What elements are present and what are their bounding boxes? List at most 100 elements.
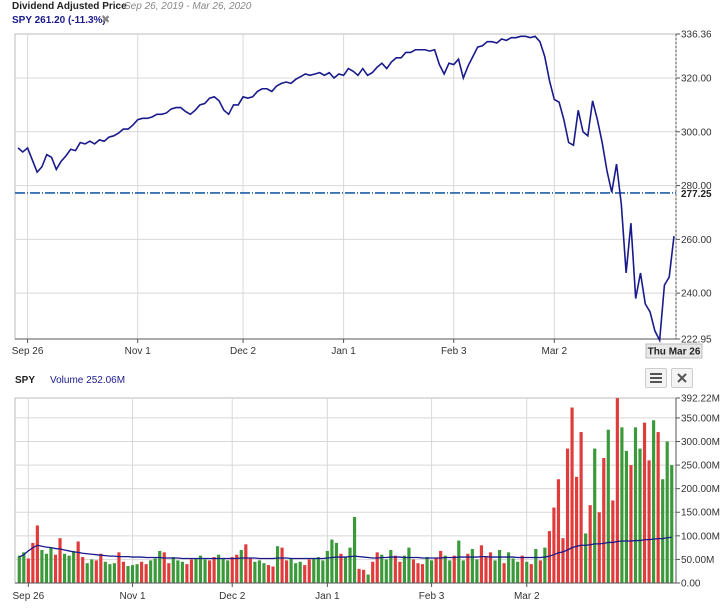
volume-bar xyxy=(144,564,148,583)
volume-bar xyxy=(121,561,126,583)
volume-bar xyxy=(430,560,434,583)
volume-bar xyxy=(316,557,320,583)
volume-bar xyxy=(49,547,53,583)
volume-bar xyxy=(303,565,307,583)
remove-series-icon[interactable]: ✖ xyxy=(101,14,111,26)
volume-bar xyxy=(171,557,175,583)
volume-y-tick-label: 50.00M xyxy=(681,555,714,566)
volume-bar xyxy=(330,539,334,583)
volume-y-tick-label: 300.00M xyxy=(681,437,720,448)
price-chart[interactable]: Sep 26 Nov 1 Dec 2 Jan 1 Feb 3 Mar 2 Thu Mar 2… xyxy=(0,28,720,368)
volume-bar xyxy=(135,564,139,583)
volume-bar xyxy=(525,561,529,583)
volume-bar xyxy=(235,554,239,583)
volume-bar xyxy=(153,558,157,583)
price-plot xyxy=(17,35,675,344)
volume-bar xyxy=(461,560,465,583)
volume-bar xyxy=(665,441,669,583)
volume-bar xyxy=(411,559,416,583)
volume-bar xyxy=(466,553,470,583)
volume-bar xyxy=(457,540,461,583)
volume-y-tick-label: 0.00 xyxy=(681,579,701,590)
volume-bar xyxy=(176,560,180,583)
volume-bar xyxy=(448,560,452,583)
chart-header: Dividend Adjusted Price Sep 26, 2019 - M… xyxy=(12,0,712,28)
volume-bar xyxy=(552,507,556,583)
volume-x-tick-label: Nov 1 xyxy=(119,591,146,602)
volume-bar xyxy=(94,560,98,583)
volume-bar xyxy=(475,559,479,583)
volume-bar xyxy=(502,563,506,583)
volume-bar xyxy=(62,553,67,583)
volume-bar xyxy=(72,550,76,583)
volume-bar xyxy=(81,557,85,583)
volume-bar xyxy=(167,563,171,583)
volume-x-tick-label: Sep 26 xyxy=(12,591,44,602)
volume-bar xyxy=(185,564,189,583)
volume-bar xyxy=(180,561,184,583)
volume-bar xyxy=(606,429,610,583)
volume-bar xyxy=(17,555,21,583)
volume-bar xyxy=(31,542,35,583)
volume-bar xyxy=(162,552,166,583)
volume-grid xyxy=(14,397,677,584)
date-range: Sep 26, 2019 - Mar 26, 2020 xyxy=(124,1,252,12)
volume-bar xyxy=(271,566,275,583)
menu-icon[interactable] xyxy=(645,368,667,388)
volume-bar xyxy=(217,554,221,583)
close-icon[interactable] xyxy=(671,368,693,388)
volume-bar xyxy=(339,553,343,583)
volume-average xyxy=(18,536,672,560)
volume-bar xyxy=(511,558,515,583)
volume-bar xyxy=(362,569,366,583)
volume-bar xyxy=(611,500,615,583)
volume-y-tick-label: 100.00M xyxy=(681,531,720,542)
volume-bar xyxy=(389,549,393,583)
volume-bar xyxy=(615,398,619,583)
volume-bar xyxy=(22,552,26,583)
volume-bar xyxy=(593,448,597,583)
price-x-axis: Sep 26 Nov 1 Dec 2 Jan 1 Feb 3 Mar 2 Thu Mar 2… xyxy=(12,338,703,359)
volume-bar xyxy=(402,555,406,583)
volume-bar xyxy=(575,476,579,583)
price-y-tick-label: 222.95 xyxy=(681,335,712,346)
volume-bar xyxy=(538,560,542,583)
volume-bar xyxy=(597,512,601,583)
volume-bar xyxy=(108,564,112,583)
volume-bar xyxy=(85,563,89,583)
price-y-tick-label: 240.00 xyxy=(681,289,712,300)
volume-y-tick-label: 392.22M xyxy=(681,394,720,405)
volume-bar xyxy=(194,558,198,583)
volume-bar xyxy=(484,557,488,583)
volume-bar xyxy=(307,559,311,583)
volume-bar xyxy=(298,561,302,583)
volume-bar xyxy=(99,553,103,583)
volume-bar xyxy=(248,558,252,583)
volume-bar xyxy=(543,547,547,583)
volume-bar xyxy=(470,549,474,583)
volume-bar xyxy=(140,561,144,583)
volume-bar xyxy=(398,561,402,583)
volume-bar xyxy=(584,533,588,583)
volume-bars xyxy=(17,398,674,583)
volume-bar xyxy=(493,560,497,583)
volume-bar xyxy=(602,458,606,583)
volume-chart[interactable]: Sep 26 Nov 1 Dec 2 Jan 1 Feb 3 Mar 2 392.22M3… xyxy=(0,392,720,609)
volume-bar xyxy=(207,560,212,583)
cursor-date-label: Thu Mar 26 xyxy=(648,347,701,358)
volume-bar xyxy=(352,516,357,583)
volume-y-tick-label: 350.00M xyxy=(681,413,720,424)
price-line xyxy=(17,35,675,344)
volume-bar xyxy=(189,559,194,583)
volume-bar xyxy=(230,557,234,583)
volume-bar xyxy=(76,541,80,583)
volume-bar xyxy=(289,558,293,583)
volume-bar xyxy=(652,420,656,583)
volume-bar xyxy=(90,559,94,583)
volume-bar xyxy=(479,545,484,583)
volume-bar xyxy=(439,550,443,583)
volume-bar xyxy=(67,555,71,583)
volume-bar xyxy=(198,555,203,583)
volume-bar xyxy=(253,561,257,583)
volume-bar xyxy=(375,552,379,583)
